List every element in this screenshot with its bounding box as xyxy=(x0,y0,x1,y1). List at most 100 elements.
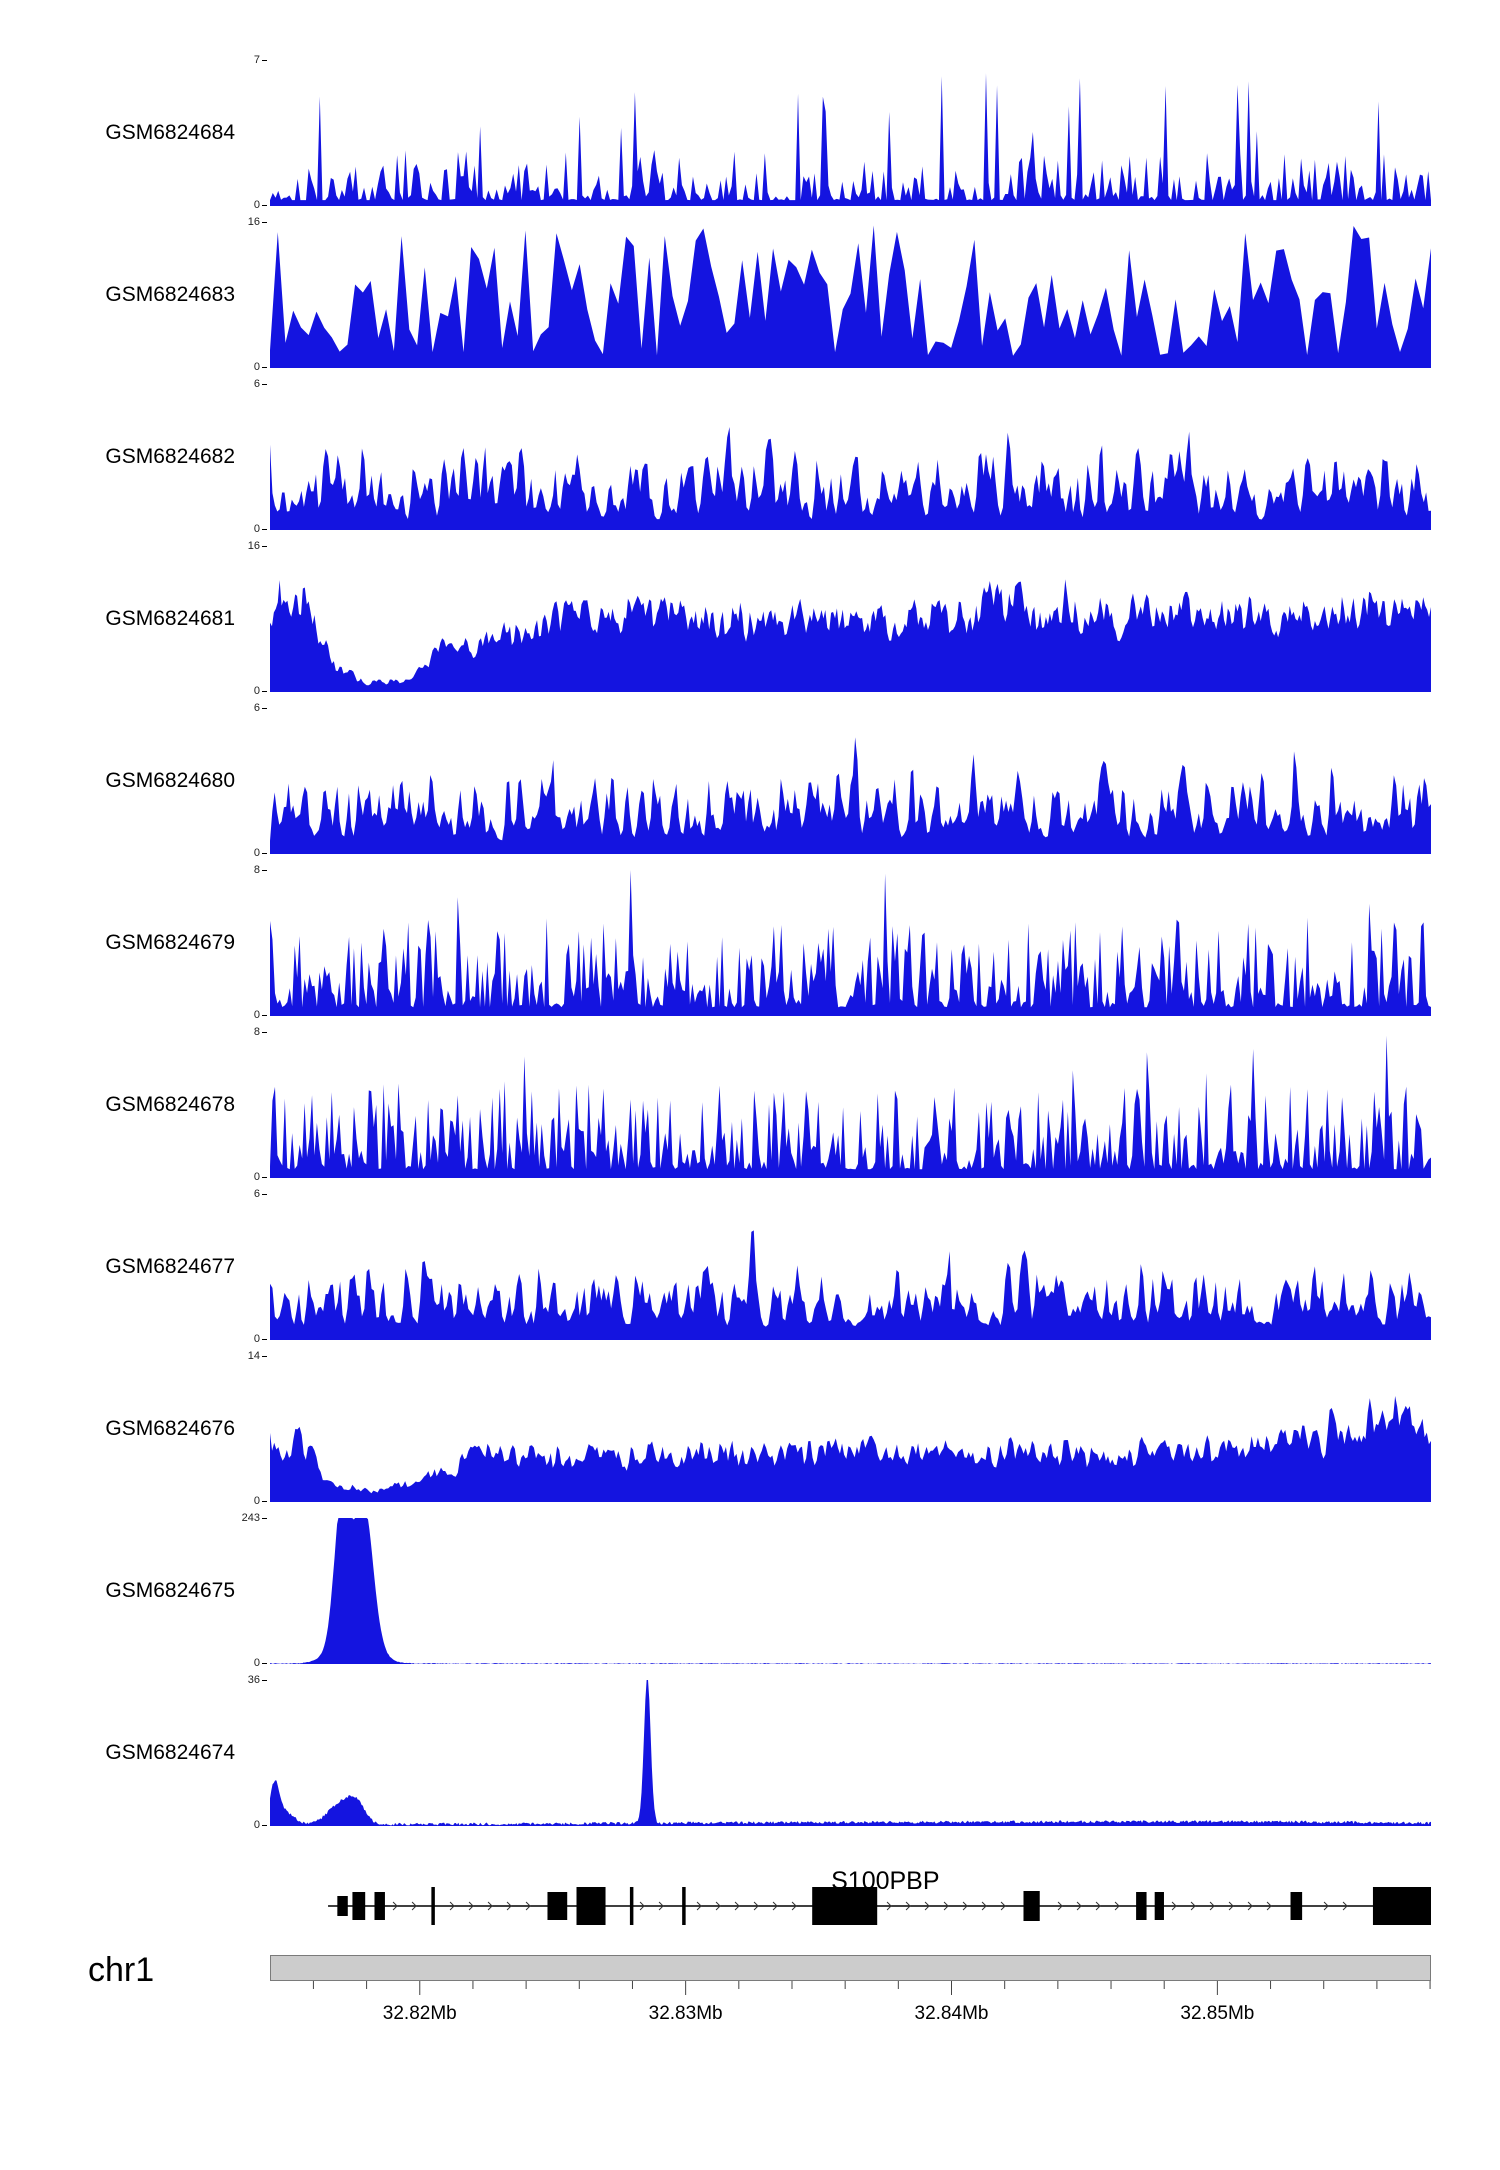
chromosome-plot: 32.82Mb 32.83Mb 32.84Mb 32.85Mb xyxy=(270,1955,1431,2029)
coordinate-label: 32.84Mb xyxy=(914,2003,989,2024)
coverage-area-svg xyxy=(270,73,1431,206)
strand-direction-arrow-icon xyxy=(1342,1901,1348,1911)
y-axis-min-label: 0 xyxy=(254,523,267,535)
track-row: GSM6824678 8 0 xyxy=(0,1026,1500,1183)
strand-direction-arrow-icon xyxy=(468,1901,474,1911)
exon-box xyxy=(1023,1891,1040,1921)
gene-track: S100PBP xyxy=(270,1867,1431,1941)
coverage-area-svg xyxy=(270,579,1431,692)
track-row: GSM6824683 16 0 xyxy=(0,216,1500,373)
coverage-plot xyxy=(270,1356,1431,1502)
track-row: GSM6824675 243 0 xyxy=(0,1512,1500,1669)
track-row: GSM6824679 8 0 xyxy=(0,864,1500,1021)
y-axis-min-label: 0 xyxy=(254,361,267,373)
coverage-plot xyxy=(270,1032,1431,1178)
strand-direction-arrow-icon xyxy=(1095,1901,1101,1911)
track-row: GSM6824684 7 0 xyxy=(0,54,1500,211)
track-row: GSM6824676 14 0 xyxy=(0,1350,1500,1507)
y-axis-max-label: 16 xyxy=(248,540,267,552)
coverage-area xyxy=(270,1680,1431,1826)
y-axis-min-label: 0 xyxy=(254,685,267,697)
y-axis-min-label: 0 xyxy=(254,1495,267,1507)
exon-box xyxy=(352,1892,366,1920)
strand-direction-arrow-icon xyxy=(658,1901,664,1911)
coordinate-label: 32.83Mb xyxy=(648,2003,723,2024)
coverage-area xyxy=(270,1395,1431,1502)
strand-direction-arrow-icon xyxy=(639,1901,645,1911)
coverage-area-svg xyxy=(270,1518,1431,1664)
coverage-area xyxy=(270,579,1431,692)
coverage-area xyxy=(270,1518,1431,1664)
coverage-area-svg xyxy=(270,1230,1431,1340)
y-axis: 8 0 xyxy=(235,1026,270,1183)
y-axis-max-label: 243 xyxy=(242,1512,267,1524)
coverage-area xyxy=(270,426,1431,530)
strand-direction-arrow-icon xyxy=(487,1901,493,1911)
strand-direction-arrow-icon xyxy=(943,1901,949,1911)
strand-direction-arrow-icon xyxy=(924,1901,930,1911)
chromosome-bar xyxy=(270,1955,1431,1981)
y-axis-max-label: 6 xyxy=(254,1188,267,1200)
strand-direction-arrow-icon xyxy=(1247,1901,1253,1911)
gene-model-svg xyxy=(328,1887,1431,1925)
exon-box xyxy=(629,1887,634,1925)
ruler-labels: 32.82Mb 32.83Mb 32.84Mb 32.85Mb xyxy=(270,2003,1431,2029)
y-axis-max-label: 8 xyxy=(254,1026,267,1038)
exon-box xyxy=(1136,1892,1147,1920)
strand-direction-arrow-icon xyxy=(1228,1901,1234,1911)
track-label: GSM6824683 xyxy=(105,283,235,306)
coverage-area-svg xyxy=(270,737,1431,854)
strand-direction-arrow-icon xyxy=(791,1901,797,1911)
exon-box xyxy=(1290,1892,1303,1920)
coverage-area-svg xyxy=(270,1035,1431,1178)
strand-direction-arrow-icon xyxy=(1114,1901,1120,1911)
coordinate-label: 32.85Mb xyxy=(1180,2003,1255,2024)
strand-direction-arrow-icon xyxy=(696,1901,702,1911)
y-axis-max-label: 7 xyxy=(254,54,267,66)
coverage-plot xyxy=(270,1518,1431,1664)
track-row: GSM6824677 6 0 xyxy=(0,1188,1500,1345)
track-row: GSM6824682 6 0 xyxy=(0,378,1500,535)
y-axis-min-label: 0 xyxy=(254,847,267,859)
track-label: GSM6824675 xyxy=(105,1579,235,1602)
coverage-area xyxy=(270,1230,1431,1340)
y-axis-min-label: 0 xyxy=(254,1009,267,1021)
exon-box xyxy=(337,1896,348,1916)
track-row: GSM6824680 6 0 xyxy=(0,702,1500,859)
exon-box xyxy=(374,1892,385,1920)
strand-direction-arrow-icon xyxy=(1190,1901,1196,1911)
y-axis-max-label: 36 xyxy=(248,1674,267,1686)
coverage-plot xyxy=(270,60,1431,206)
chromosome-label: chr1 xyxy=(88,1951,155,1989)
exon-box xyxy=(682,1887,686,1925)
coverage-plot xyxy=(270,708,1431,854)
y-axis-min-label: 0 xyxy=(254,1171,267,1183)
exon-box xyxy=(812,1887,878,1925)
y-axis-min-label: 0 xyxy=(254,1333,267,1345)
strand-direction-arrow-icon xyxy=(1266,1901,1272,1911)
y-axis-max-label: 16 xyxy=(248,216,267,228)
coverage-area xyxy=(270,73,1431,206)
strand-direction-arrow-icon xyxy=(962,1901,968,1911)
coverage-plot xyxy=(270,222,1431,368)
y-axis-max-label: 8 xyxy=(254,864,267,876)
track-label: GSM6824680 xyxy=(105,769,235,792)
coverage-area xyxy=(270,1035,1431,1178)
y-axis-min-label: 0 xyxy=(254,1657,267,1669)
exon-box xyxy=(431,1887,435,1925)
strand-direction-arrow-icon xyxy=(1076,1901,1082,1911)
y-axis-min-label: 0 xyxy=(254,1819,267,1831)
track-label: GSM6824674 xyxy=(105,1741,235,1764)
y-axis-max-label: 6 xyxy=(254,378,267,390)
strand-direction-arrow-icon xyxy=(1171,1901,1177,1911)
y-axis: 16 0 xyxy=(235,216,270,373)
strand-direction-arrow-icon xyxy=(772,1901,778,1911)
y-axis-max-label: 6 xyxy=(254,702,267,714)
strand-direction-arrow-icon xyxy=(1209,1901,1215,1911)
strand-direction-arrow-icon xyxy=(734,1901,740,1911)
strand-direction-arrow-icon xyxy=(905,1901,911,1911)
strand-direction-arrow-icon xyxy=(449,1901,455,1911)
gene-name: S100PBP xyxy=(831,1867,940,1895)
track-row: GSM6824681 16 0 xyxy=(0,540,1500,697)
